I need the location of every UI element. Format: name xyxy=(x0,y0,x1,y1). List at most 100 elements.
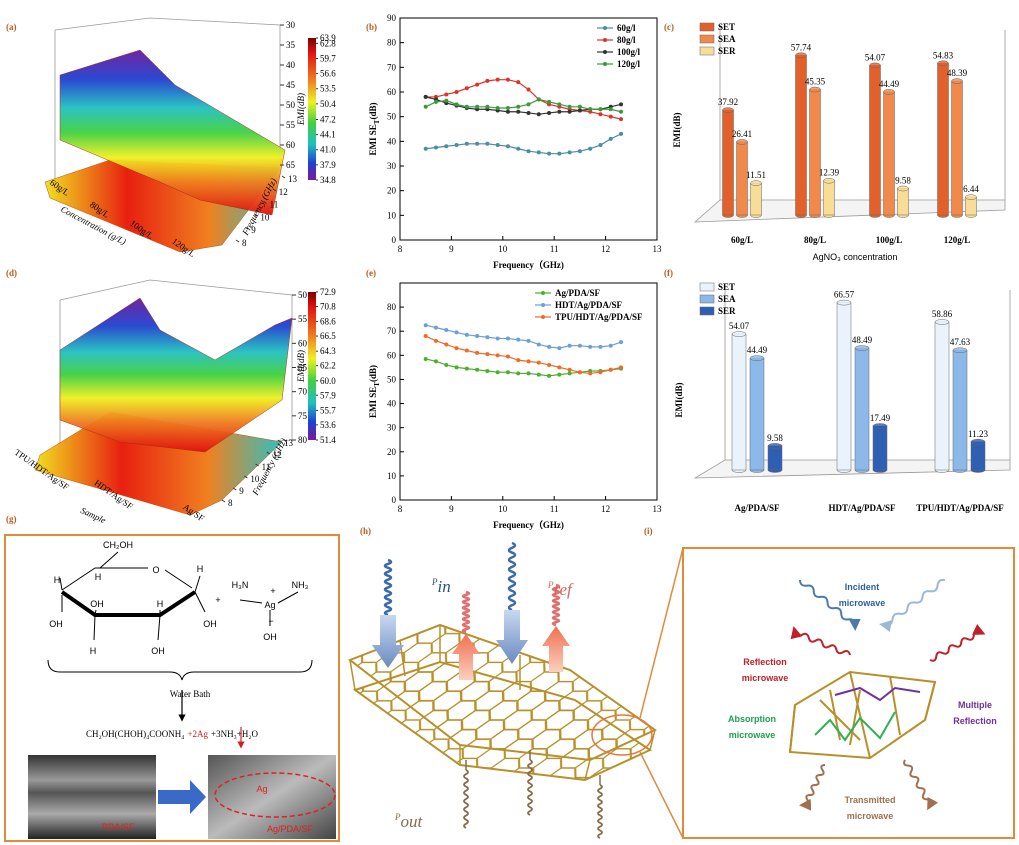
data-point xyxy=(527,339,531,343)
bar xyxy=(935,322,949,470)
axis-label: Sample xyxy=(79,505,107,525)
colorbar-tick-label: 47.2 xyxy=(320,114,336,124)
bar-top xyxy=(855,346,869,351)
z-tick-label: 65 xyxy=(286,160,296,170)
data-point xyxy=(465,86,469,90)
data-point xyxy=(444,363,448,367)
data-point xyxy=(434,339,438,343)
legend-swatch xyxy=(541,315,545,319)
z-tick-label: 75 xyxy=(298,411,308,421)
panel-label: (f) xyxy=(664,268,673,278)
data-point xyxy=(527,102,531,106)
data-point xyxy=(578,109,582,113)
bar-top xyxy=(938,61,949,66)
z-tick-label: 80 xyxy=(298,435,308,445)
legend-label: SER xyxy=(718,46,736,56)
data-point xyxy=(568,150,572,154)
data-point xyxy=(455,330,459,334)
data-point xyxy=(496,336,500,340)
data-point xyxy=(578,149,582,153)
y-axis-title: EMI SET(dB) xyxy=(368,365,381,418)
x-tick-label: 8 xyxy=(398,244,403,254)
z-tick-label: 40 xyxy=(286,60,296,70)
value-label: 66.57 xyxy=(834,290,855,300)
data-point xyxy=(547,152,551,156)
legend-swatch xyxy=(700,23,714,31)
bar xyxy=(732,334,746,470)
data-point xyxy=(485,369,489,373)
colorbar-tick-label: 51.4 xyxy=(320,435,336,445)
data-point xyxy=(434,359,438,363)
incident-wave xyxy=(385,560,391,615)
colorbar-label: EMI(dB) xyxy=(296,93,306,126)
bar xyxy=(768,446,782,470)
bar-top xyxy=(966,195,977,200)
data-point xyxy=(485,105,489,109)
legend-label: SET xyxy=(718,282,735,292)
y-axis-title-part: (dB) xyxy=(368,365,378,382)
data-point xyxy=(434,146,438,150)
data-point xyxy=(598,143,602,147)
y-axis-title: EMI(dB) xyxy=(672,112,682,147)
data-point xyxy=(547,374,551,378)
data-point xyxy=(455,102,459,106)
colorbar-tick-label: 64.3 xyxy=(320,346,336,356)
data-point xyxy=(527,359,531,363)
value-label: 44.49 xyxy=(747,345,768,355)
y-axis-title-part: (dB) xyxy=(368,103,378,120)
bar-top xyxy=(870,63,881,68)
legend-swatch xyxy=(700,295,714,303)
category-label: TPU/HDT/Ag/PDA/SF xyxy=(916,503,1004,513)
colorbar-tick-label: 44.1 xyxy=(320,130,336,140)
atom-label: O xyxy=(152,565,159,575)
legend-label: SEA xyxy=(718,34,736,44)
data-point xyxy=(547,111,551,115)
x-tick-label: 8 xyxy=(398,504,403,514)
data-point xyxy=(598,112,602,116)
data-point xyxy=(506,106,510,110)
atom-label: H₃N xyxy=(232,580,249,590)
colorbar-tick-label: 68.6 xyxy=(320,317,336,327)
glucose-ring xyxy=(48,552,312,745)
data-point xyxy=(619,340,623,344)
bar xyxy=(953,350,967,470)
value-label: 44.49 xyxy=(879,79,900,89)
data-point xyxy=(506,78,510,82)
colorbar-tick-label: 60.0 xyxy=(320,376,336,386)
data-point xyxy=(475,105,479,109)
bar-top xyxy=(884,89,895,94)
data-point xyxy=(568,344,572,348)
data-point xyxy=(496,370,500,374)
data-point xyxy=(598,370,602,374)
data-point xyxy=(537,150,541,154)
data-point xyxy=(527,371,531,375)
value-label: 17.49 xyxy=(870,413,891,423)
value-label: 54.07 xyxy=(729,321,750,331)
bar xyxy=(855,348,869,470)
y-tick-label: 30 xyxy=(387,161,397,171)
y-tick-label: 8 xyxy=(242,238,247,248)
mechanism-label: Incidentmicrowave xyxy=(839,582,886,608)
colorbar-tick-label: 50.4 xyxy=(320,99,336,109)
data-point xyxy=(506,355,510,359)
data-point xyxy=(619,110,623,114)
data-point xyxy=(557,110,561,114)
data-point xyxy=(496,106,500,110)
legend-label: 80g/l xyxy=(617,35,636,45)
data-point xyxy=(547,345,551,349)
legend-label: SER xyxy=(718,306,736,316)
bar-top xyxy=(796,53,807,58)
legend-swatch xyxy=(700,47,714,55)
colorbar-tick-label: 66.5 xyxy=(320,331,336,341)
data-point xyxy=(444,342,448,346)
value-label: 12.39 xyxy=(819,168,840,178)
data-point xyxy=(485,335,489,339)
atom-label: H xyxy=(157,599,164,609)
atom-label: + xyxy=(270,586,275,596)
colorbar-tick-label: 59.7 xyxy=(320,53,336,63)
mechanism-label-line: Absorption xyxy=(728,714,776,724)
bar xyxy=(938,63,949,215)
data-point xyxy=(434,326,438,330)
data-point xyxy=(506,110,510,114)
y-tick-label: 70 xyxy=(387,326,397,336)
